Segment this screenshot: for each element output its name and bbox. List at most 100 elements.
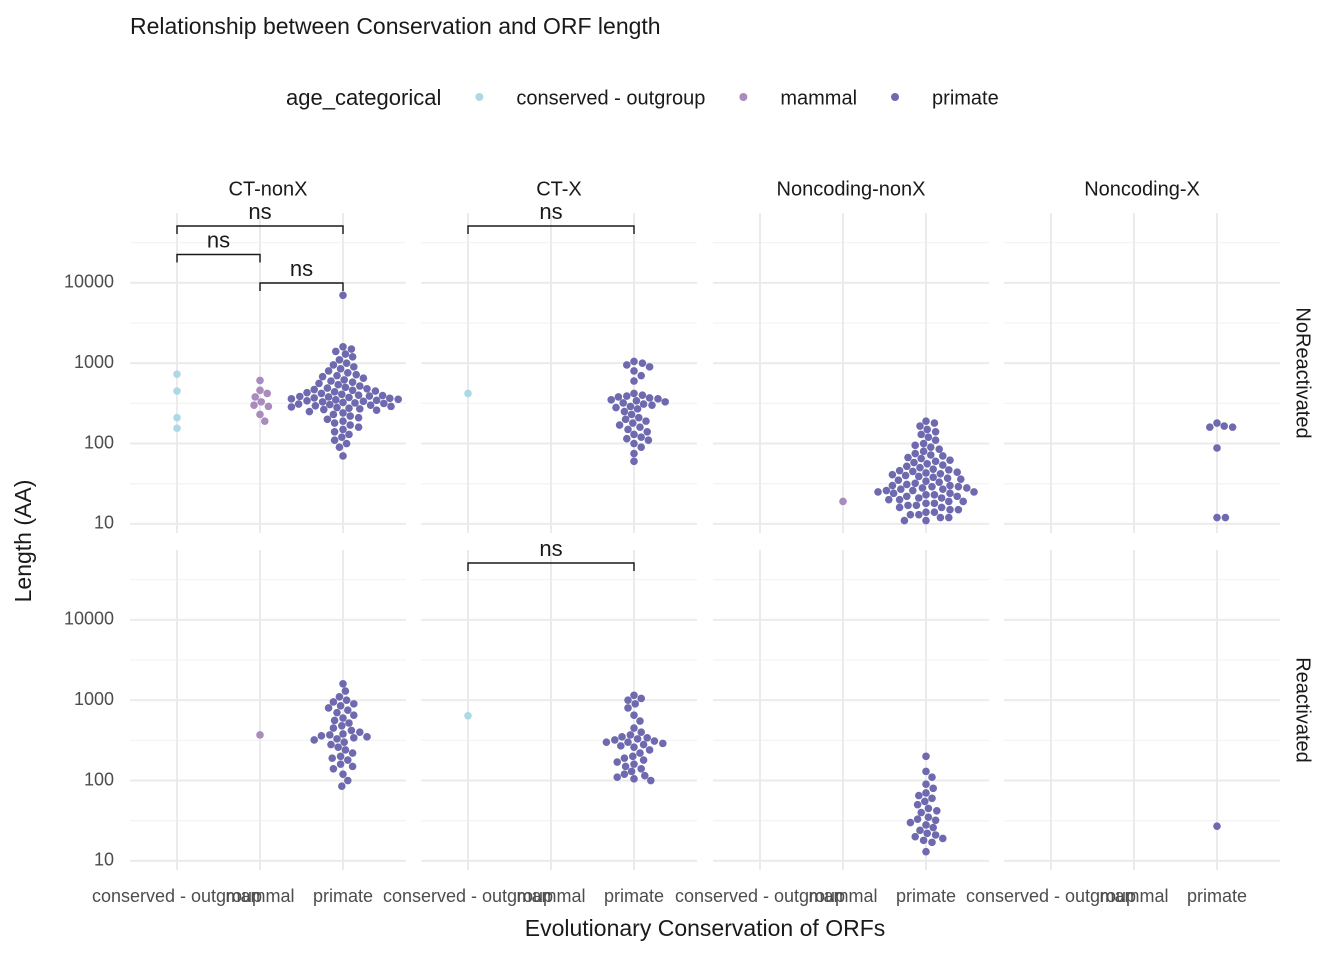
data-point: [624, 704, 632, 712]
data-point: [1220, 422, 1228, 430]
data-point: [929, 784, 937, 793]
data-point: [637, 694, 645, 703]
column-strip-label: Noncoding-nonX: [777, 178, 926, 200]
data-point: [936, 513, 945, 522]
data-point: [335, 693, 344, 701]
data-point: [927, 443, 935, 452]
data-point: [330, 388, 339, 396]
data-point: [344, 776, 352, 785]
significance-bracket: [467, 225, 635, 234]
y-tick-label: 1000: [74, 689, 114, 709]
panel: [713, 550, 989, 870]
data-point: [621, 762, 630, 771]
data-point: [624, 738, 632, 746]
data-point: [931, 831, 940, 839]
data-point: [874, 488, 882, 496]
data-point: [922, 516, 930, 525]
data-point: [356, 382, 364, 390]
data-point: [922, 499, 930, 508]
data-point: [888, 481, 897, 490]
data-point: [350, 711, 358, 720]
data-point: [338, 782, 346, 791]
data-point: [329, 410, 338, 419]
data-point: [888, 470, 897, 479]
data-point: [629, 752, 637, 761]
data-point: [334, 380, 343, 389]
data-point: [919, 836, 928, 845]
data-point: [359, 374, 368, 383]
legend-label: primate: [932, 87, 999, 109]
data-point: [639, 740, 648, 749]
data-point: [173, 413, 181, 422]
data-point: [352, 370, 361, 379]
data-point: [464, 389, 472, 398]
data-point: [351, 399, 359, 407]
data-point: [954, 505, 963, 514]
data-point: [911, 479, 919, 488]
data-point: [318, 372, 327, 381]
data-point: [917, 430, 925, 439]
row-strip-label: NoReactivated: [1292, 307, 1314, 438]
data-point: [946, 456, 954, 465]
column-strip-label: CT-X: [536, 178, 582, 200]
data-point: [326, 400, 334, 409]
data-point: [647, 776, 655, 785]
data-point: [632, 397, 641, 405]
data-point: [644, 436, 653, 445]
data-point: [1213, 444, 1221, 452]
data-point: [336, 365, 345, 373]
data-point: [922, 780, 930, 789]
data-point: [327, 377, 335, 385]
legend-label: conserved - outgroup: [516, 87, 705, 109]
data-point: [630, 357, 638, 366]
data-point: [630, 439, 638, 448]
data-point: [602, 738, 611, 746]
panel: [1004, 213, 1280, 533]
data-point: [626, 402, 635, 411]
data-point: [659, 739, 667, 748]
data-point: [328, 754, 337, 762]
data-point: [348, 386, 357, 395]
data-point: [933, 807, 941, 815]
data-point: [341, 383, 350, 392]
data-point: [350, 734, 358, 742]
data-point: [970, 488, 978, 496]
data-point: [607, 396, 615, 404]
data-point: [904, 501, 912, 510]
data-point: [630, 760, 638, 768]
data-point: [613, 773, 621, 782]
data-point: [629, 419, 637, 427]
data-point: [338, 433, 346, 441]
data-point: [333, 735, 341, 743]
data-point: [372, 406, 381, 414]
data-point: [257, 398, 266, 406]
legend-swatch: [475, 93, 484, 101]
data-point: [895, 466, 904, 475]
data-point: [919, 439, 928, 448]
data-point: [348, 353, 357, 361]
y-tick-label: 1000: [74, 352, 114, 372]
data-point: [330, 419, 339, 427]
data-point: [922, 847, 930, 856]
data-point: [363, 384, 371, 393]
data-point: [918, 484, 927, 492]
data-point: [294, 400, 303, 408]
data-point: [946, 505, 954, 514]
data-point: [339, 730, 347, 738]
data-point: [173, 370, 181, 378]
x-tick-label: primate: [604, 886, 664, 906]
data-point: [303, 397, 311, 405]
data-point: [350, 363, 358, 371]
data-point: [250, 401, 258, 409]
data-point: [303, 388, 311, 397]
data-point: [903, 480, 911, 489]
data-point: [928, 482, 936, 491]
data-point: [924, 433, 933, 441]
data-point: [915, 494, 923, 502]
data-point: [464, 711, 472, 720]
row-strip-label: Reactivated: [1292, 657, 1314, 763]
data-point: [917, 454, 925, 463]
data-point: [911, 449, 919, 458]
